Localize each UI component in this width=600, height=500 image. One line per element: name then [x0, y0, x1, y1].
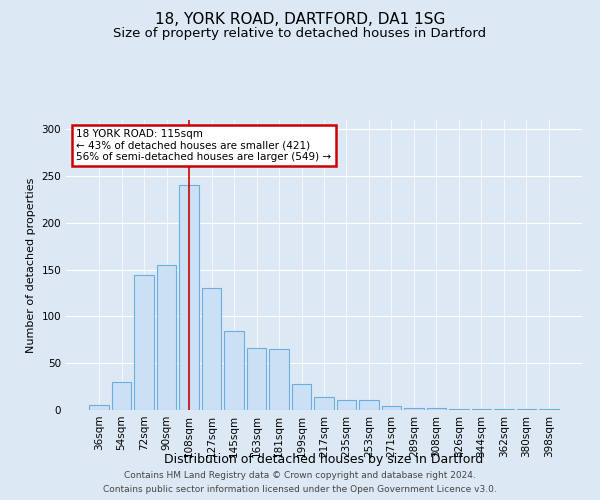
Bar [269, 349, 289, 410]
Text: Contains public sector information licensed under the Open Government Licence v3: Contains public sector information licen… [103, 484, 497, 494]
Bar [247, 348, 266, 410]
Bar [494, 409, 514, 410]
Bar [517, 409, 536, 410]
Bar [89, 406, 109, 410]
Bar [404, 408, 424, 410]
Bar [337, 400, 356, 410]
Bar [292, 384, 311, 410]
Bar [449, 409, 469, 410]
Bar [134, 276, 154, 410]
Y-axis label: Number of detached properties: Number of detached properties [26, 178, 36, 352]
Bar [202, 288, 221, 410]
Bar [359, 400, 379, 410]
Bar [382, 406, 401, 410]
Text: Distribution of detached houses by size in Dartford: Distribution of detached houses by size … [164, 452, 484, 466]
Text: Contains HM Land Registry data © Crown copyright and database right 2024.: Contains HM Land Registry data © Crown c… [124, 472, 476, 480]
Bar [539, 409, 559, 410]
Text: 18, YORK ROAD, DARTFORD, DA1 1SG: 18, YORK ROAD, DARTFORD, DA1 1SG [155, 12, 445, 28]
Bar [112, 382, 131, 410]
Bar [157, 265, 176, 410]
Bar [224, 332, 244, 410]
Bar [179, 184, 199, 410]
Bar [427, 408, 446, 410]
Text: 18 YORK ROAD: 115sqm
← 43% of detached houses are smaller (421)
56% of semi-deta: 18 YORK ROAD: 115sqm ← 43% of detached h… [76, 128, 331, 162]
Bar [314, 397, 334, 410]
Text: Size of property relative to detached houses in Dartford: Size of property relative to detached ho… [113, 28, 487, 40]
Bar [472, 409, 491, 410]
